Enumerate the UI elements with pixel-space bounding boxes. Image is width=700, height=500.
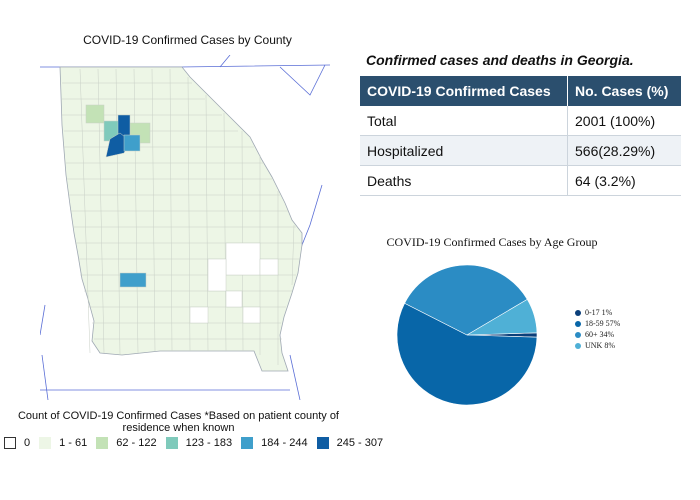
pie-slice [396, 302, 538, 406]
legend-item-3: 123 - 183 [165, 437, 233, 449]
pie-legend-label: 0-17 1% [585, 308, 613, 317]
table-cell: 64 (3.2%) [567, 165, 681, 196]
legend-swatch [39, 437, 52, 449]
map-legend-title: Count of COVID-19 Confirmed Cases *Based… [17, 410, 339, 434]
table-row: Total 2001 (100%) [360, 106, 681, 136]
georgia-county-map [40, 55, 331, 400]
pie-chart-title: COVID-19 Confirmed Cases by Age Group [386, 235, 598, 249]
pie-legend-item: 60+ 34% [575, 329, 620, 340]
legend-item-5: 245 - 307 [316, 437, 384, 449]
column-header: COVID-19 Confirmed Cases [360, 76, 568, 106]
table-cell: Hospitalized [360, 135, 568, 166]
pie-legend-label: UNK 8% [585, 341, 615, 350]
age-group-pie-chart [396, 264, 538, 406]
pie-slice [404, 264, 528, 336]
legend-label: 0 [24, 437, 31, 449]
pie-legend-item: 18-59 57% [575, 318, 620, 329]
pie-legend-item: UNK 8% [575, 340, 620, 351]
legend-swatch [4, 437, 16, 449]
table-cell: Total [360, 106, 568, 136]
legend-item-4: 184 - 244 [241, 437, 308, 449]
map-legend: 0 1 - 61 62 - 122 123 - 183 184 - 244 24… [4, 437, 392, 449]
pie-legend-dot [575, 342, 581, 349]
legend-swatch [316, 437, 329, 449]
table-cell: 566(28.29%) [567, 135, 681, 166]
pie-legend-dot [575, 309, 581, 316]
table-cell: 2001 (100%) [567, 106, 681, 136]
legend-swatch [96, 437, 109, 449]
legend-label: 123 - 183 [185, 437, 233, 449]
table-row: Deaths 64 (3.2%) [360, 165, 681, 196]
legend-item-2: 62 - 122 [96, 437, 157, 449]
table-row: Hospitalized 566(28.29%) [360, 135, 681, 166]
pie-legend-label: 18-59 57% [585, 319, 621, 328]
legend-swatch [241, 437, 254, 449]
pie-legend-dot [575, 331, 581, 338]
legend-swatch [165, 437, 178, 449]
pie-legend-label: 60+ 34% [585, 330, 615, 339]
pie-slice [466, 298, 538, 336]
table-header-row: COVID-19 Confirmed Cases No. Cases (%) [360, 76, 681, 106]
legend-label: 245 - 307 [336, 437, 384, 449]
legend-item-1: 1 - 61 [39, 437, 87, 449]
pie-legend-item: 0-17 1% [575, 307, 620, 318]
column-header: No. Cases (%) [567, 76, 681, 106]
legend-label: 1 - 61 [59, 437, 88, 449]
legend-item-0: 0 [4, 437, 30, 449]
stats-table: COVID-19 Confirmed Cases No. Cases (%) T… [360, 76, 681, 196]
legend-label: 184 - 244 [261, 437, 308, 449]
pie-legend: 0-17 1% 18-59 57% 60+ 34% UNK 8% [575, 307, 620, 351]
pie-legend-dot [575, 320, 581, 327]
legend-label: 62 - 122 [116, 437, 157, 449]
table-caption: Confirmed cases and deaths in Georgia. [366, 52, 634, 68]
table-cell: Deaths [360, 165, 568, 196]
map-title: COVID-19 Confirmed Cases by County [83, 33, 292, 47]
